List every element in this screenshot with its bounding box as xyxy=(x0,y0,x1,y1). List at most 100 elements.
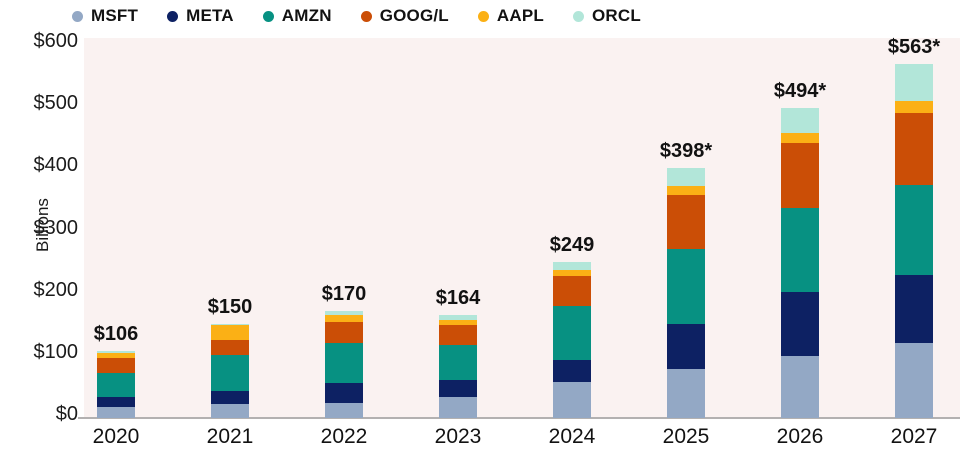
bar-segment-amzn-2024 xyxy=(553,306,591,361)
y-tick-600: $600 xyxy=(33,30,79,52)
bar-segment-amzn-2020 xyxy=(97,372,135,397)
bar-segment-googl-2020 xyxy=(97,358,135,373)
bar-segment-aapl-2023 xyxy=(439,319,477,325)
bar-segment-aapl-2020 xyxy=(97,353,135,359)
bar-segment-aapl-2026 xyxy=(781,133,819,144)
x-axis-label-2023: 2023 xyxy=(434,425,482,448)
y-tick-200: $200 xyxy=(33,278,79,301)
bar-segment-meta-2026 xyxy=(781,291,819,357)
bar-2026 xyxy=(781,107,819,418)
bar-segment-msft-2020 xyxy=(97,406,135,418)
bar-segment-meta-2027 xyxy=(895,274,933,343)
legend-dot-googl xyxy=(360,10,372,22)
x-axis-label-2020: 2020 xyxy=(92,425,140,448)
bar-segment-aapl-2024 xyxy=(553,270,591,276)
legend-label-aapl: AAPL xyxy=(496,6,544,25)
bar-segment-amzn-2027 xyxy=(895,185,933,275)
bar-2023 xyxy=(439,314,477,418)
bar-segment-aapl-2021 xyxy=(211,325,249,341)
legend-item-amzn: AMZN xyxy=(262,6,332,26)
bar-segment-googl-2021 xyxy=(211,340,249,355)
bar-segment-meta-2025 xyxy=(667,323,705,369)
bar-segment-googl-2022 xyxy=(325,322,363,343)
legend-item-googl: GOOG/L xyxy=(360,6,449,26)
bar-segment-msft-2024 xyxy=(553,382,591,418)
y-tick-100: $100 xyxy=(33,340,79,363)
bar-segment-amzn-2026 xyxy=(781,208,819,292)
bar-segment-googl-2024 xyxy=(553,275,591,307)
bar-segment-amzn-2021 xyxy=(211,354,249,391)
bar-segment-amzn-2023 xyxy=(439,345,477,380)
x-axis-label-2026: 2026 xyxy=(776,425,824,448)
legend-dot-amzn xyxy=(262,10,274,22)
bar-segment-amzn-2025 xyxy=(667,248,705,324)
bar-2025 xyxy=(667,167,705,418)
y-tick-300: $300 xyxy=(33,216,79,239)
legend-label-msft: MSFT xyxy=(91,6,139,25)
bar-segment-orcl-2021 xyxy=(211,323,249,325)
x-axis-label-2024: 2024 xyxy=(548,425,596,448)
bar-total-label-2021: $150 xyxy=(207,295,253,318)
chart-legend: MSFT META AMZN GOOG/L AAPL ORCL xyxy=(72,5,641,27)
bar-segment-msft-2022 xyxy=(325,402,363,418)
legend-dot-aapl xyxy=(477,10,489,22)
bar-2027 xyxy=(895,64,933,418)
bar-total-label-2024: $249 xyxy=(549,233,595,256)
legend-item-aapl: AAPL xyxy=(477,6,544,26)
bar-2022 xyxy=(325,311,363,418)
legend-label-googl: GOOG/L xyxy=(379,6,449,25)
bar-segment-aapl-2025 xyxy=(667,185,705,195)
bar-total-label-2020: $106 xyxy=(93,323,139,346)
bar-total-label-2025: $398* xyxy=(659,139,713,162)
bar-segment-meta-2024 xyxy=(553,360,591,383)
legend-dot-meta xyxy=(167,10,179,22)
bar-segment-meta-2021 xyxy=(211,390,249,405)
x-axis-label-2025: 2025 xyxy=(662,425,710,448)
bar-segment-orcl-2025 xyxy=(667,167,705,186)
bar-segment-orcl-2020 xyxy=(97,351,135,354)
legend-label-amzn: AMZN xyxy=(281,6,332,25)
legend-dot-msft xyxy=(72,10,83,22)
bar-segment-meta-2020 xyxy=(97,396,135,407)
legend-item-meta: META xyxy=(167,6,234,26)
bar-segment-meta-2022 xyxy=(325,382,363,403)
bar-segment-googl-2027 xyxy=(895,112,933,186)
legend-item-msft: MSFT xyxy=(72,6,138,26)
legend-label-meta: META xyxy=(186,6,234,25)
bar-segment-googl-2025 xyxy=(667,194,705,249)
y-tick-500: $500 xyxy=(33,92,79,115)
bar-segment-msft-2027 xyxy=(895,342,933,418)
bar-total-label-2022: $170 xyxy=(321,283,367,306)
x-axis-label-2027: 2027 xyxy=(890,425,938,448)
bar-2020 xyxy=(97,351,135,418)
bar-segment-orcl-2023 xyxy=(439,314,477,320)
y-tick-400: $400 xyxy=(33,154,79,177)
x-axis-line xyxy=(78,417,960,419)
bar-segment-msft-2025 xyxy=(667,368,705,418)
bar-segment-orcl-2022 xyxy=(325,311,363,315)
legend-item-orcl: ORCL xyxy=(572,6,641,26)
bar-segment-msft-2021 xyxy=(211,404,249,418)
bar-segment-googl-2023 xyxy=(439,324,477,346)
bar-2021 xyxy=(211,323,249,418)
bar-segment-aapl-2027 xyxy=(895,101,933,113)
bar-segment-msft-2026 xyxy=(781,356,819,418)
legend-label-orcl: ORCL xyxy=(591,6,641,25)
bar-segment-googl-2026 xyxy=(781,143,819,209)
bar-total-label-2026: $494* xyxy=(773,79,827,102)
bar-segment-aapl-2022 xyxy=(325,314,363,323)
x-axis-label-2022: 2022 xyxy=(320,425,368,448)
bar-segment-orcl-2026 xyxy=(781,107,819,134)
legend-dot-orcl xyxy=(572,10,584,22)
y-tick-0: $0 xyxy=(55,403,78,425)
bar-segment-msft-2023 xyxy=(439,397,477,418)
bar-segment-amzn-2022 xyxy=(325,342,363,383)
bar-segment-orcl-2027 xyxy=(895,64,933,102)
bar-segment-meta-2023 xyxy=(439,379,477,398)
bar-2024 xyxy=(553,261,591,418)
x-axis-label-2021: 2021 xyxy=(206,425,254,448)
bar-total-label-2023: $164 xyxy=(435,286,481,309)
bar-segment-orcl-2024 xyxy=(553,261,591,271)
bar-total-label-2027: $563* xyxy=(887,36,941,59)
